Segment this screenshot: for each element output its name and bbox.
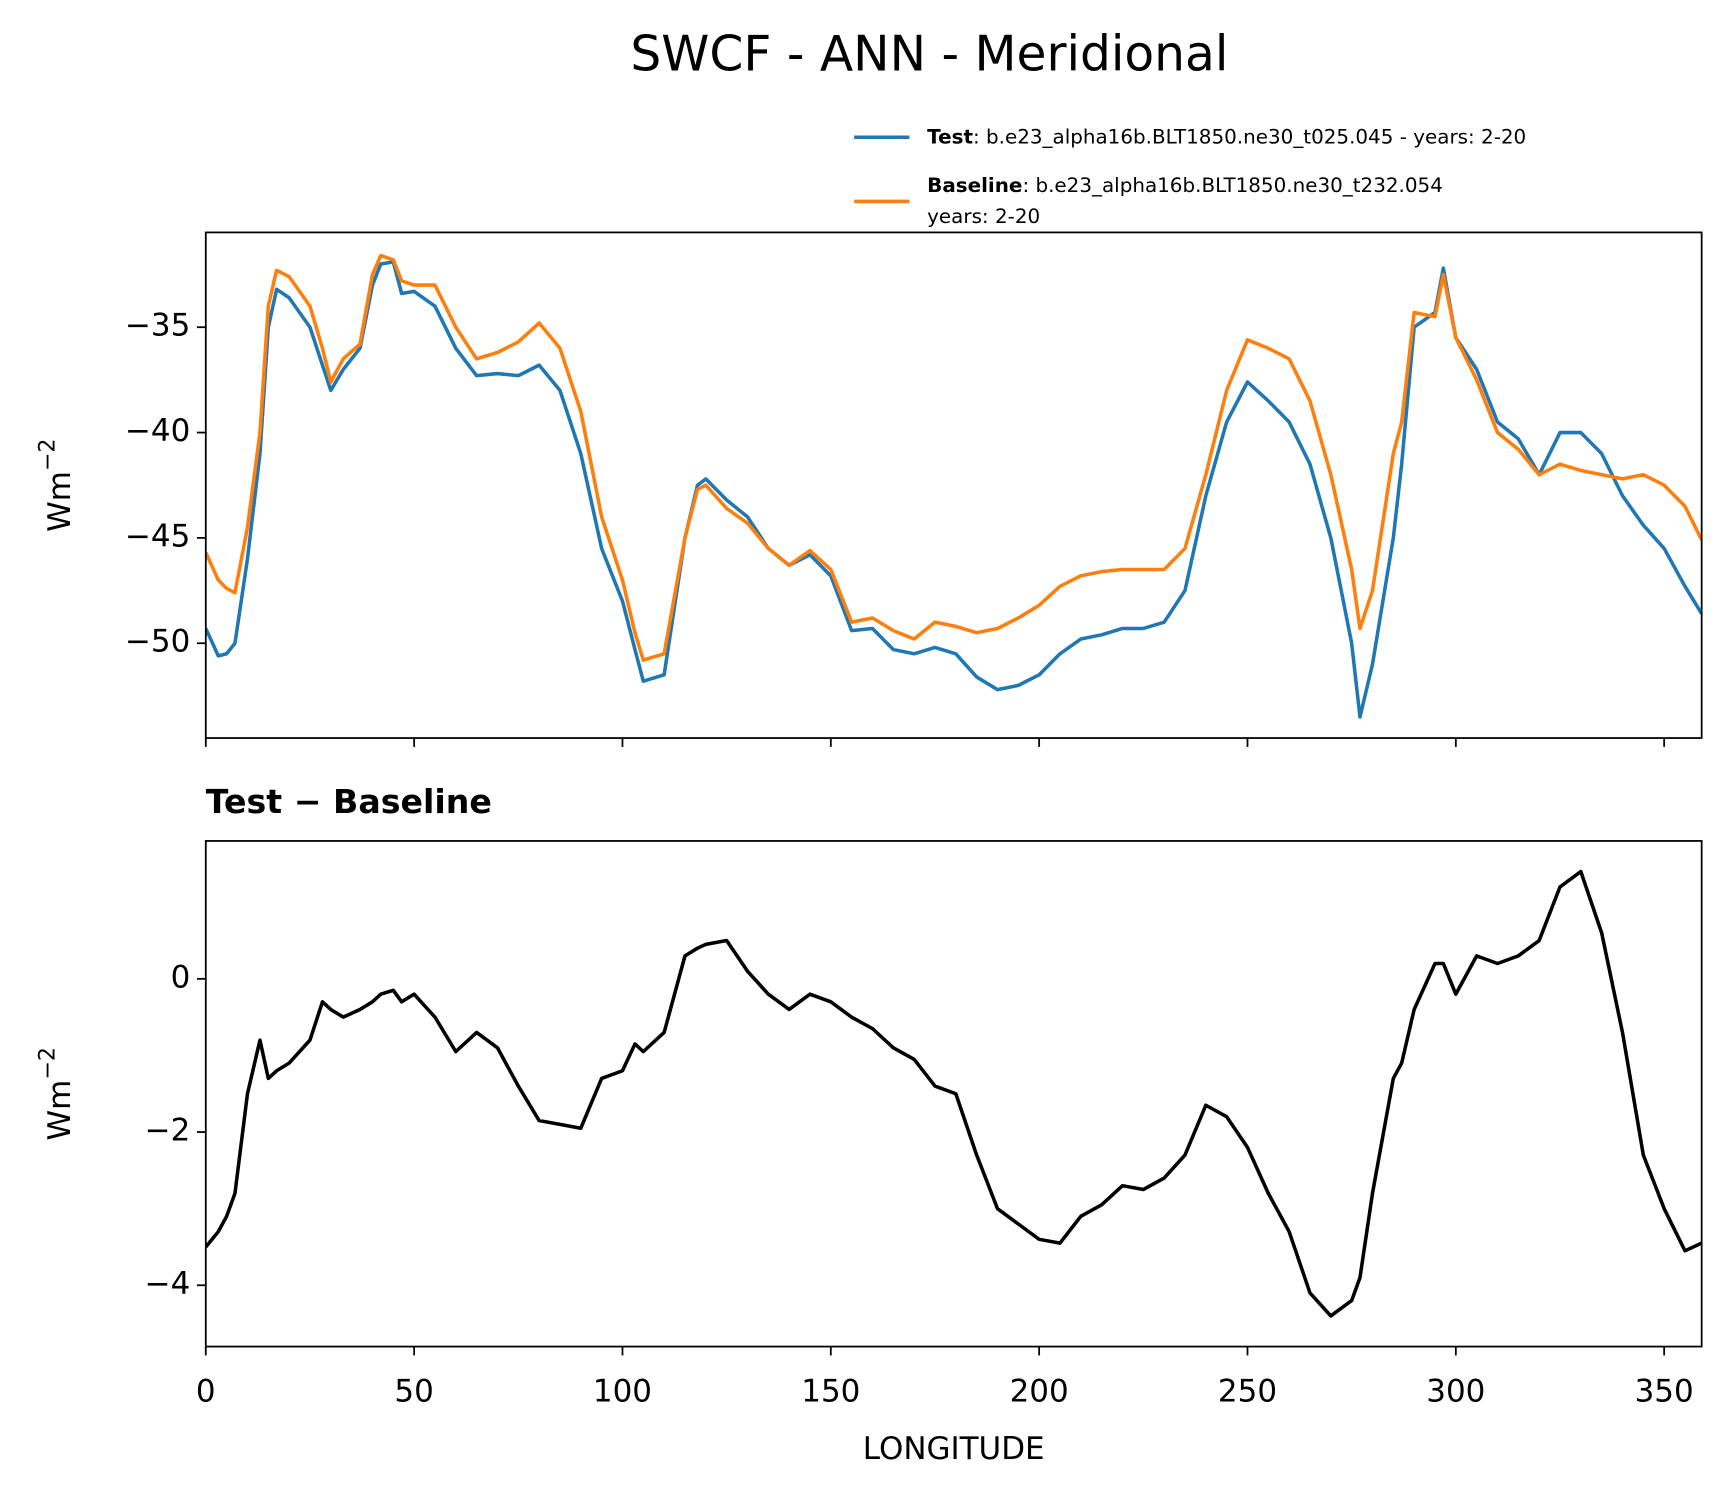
y-axis-label: Wm−2 <box>34 1047 77 1140</box>
x-tick-label: 50 <box>394 1374 433 1410</box>
data-line <box>205 253 1702 662</box>
x-tick-label: 300 <box>1426 1374 1485 1410</box>
y-tick-label: −40 <box>125 413 190 449</box>
y-axis-label-sup: −2 <box>34 1047 60 1080</box>
subplot-title: Test − Baseline <box>206 782 492 821</box>
x-axis-label: LONGITUDE <box>863 1431 1045 1467</box>
data-line <box>205 260 1702 719</box>
x-tick-label: 200 <box>1010 1374 1069 1410</box>
x-tick-label: 150 <box>801 1374 860 1410</box>
legend-name: Test <box>927 125 973 148</box>
legend-description: : b.e23_alpha16b.BLT1850.ne30_t025.045 -… <box>973 125 1526 148</box>
legend-label: years: 2-20 <box>927 204 1040 227</box>
legend-name: Baseline <box>927 173 1022 196</box>
x-tick-label: 0 <box>196 1374 216 1410</box>
x-tick-label: 350 <box>1635 1374 1694 1410</box>
y-tick-label: −4 <box>145 1266 191 1302</box>
legend-label: Test: b.e23_alpha16b.BLT1850.ne30_t025.0… <box>927 125 1526 148</box>
y-axis-label: Wm−2 <box>34 439 77 532</box>
legend-label: Baseline: b.e23_alpha16b.BLT1850.ne30_t2… <box>927 173 1443 196</box>
x-tick-label: 250 <box>1218 1374 1277 1410</box>
y-tick-label: −45 <box>125 518 190 554</box>
axes-frame <box>204 840 1703 1348</box>
y-tick-label: −50 <box>125 624 190 660</box>
y-axis-label-base: Wm <box>41 471 77 532</box>
data-line <box>205 869 1702 1318</box>
y-axis-label-base: Wm <box>41 1080 77 1141</box>
y-tick-label: 0 <box>171 959 191 995</box>
axes-frame <box>204 231 1703 739</box>
figure-title: SWCF - ANN - Meridional <box>630 27 1228 83</box>
x-tick-label: 100 <box>593 1374 652 1410</box>
legend-description: years: 2-20 <box>927 204 1040 227</box>
y-tick-label: −35 <box>125 308 190 344</box>
y-tick-label: −2 <box>145 1113 191 1149</box>
legend-description: : b.e23_alpha16b.BLT1850.ne30_t232.054 <box>1022 173 1442 196</box>
y-axis-label-sup: −2 <box>34 439 60 472</box>
